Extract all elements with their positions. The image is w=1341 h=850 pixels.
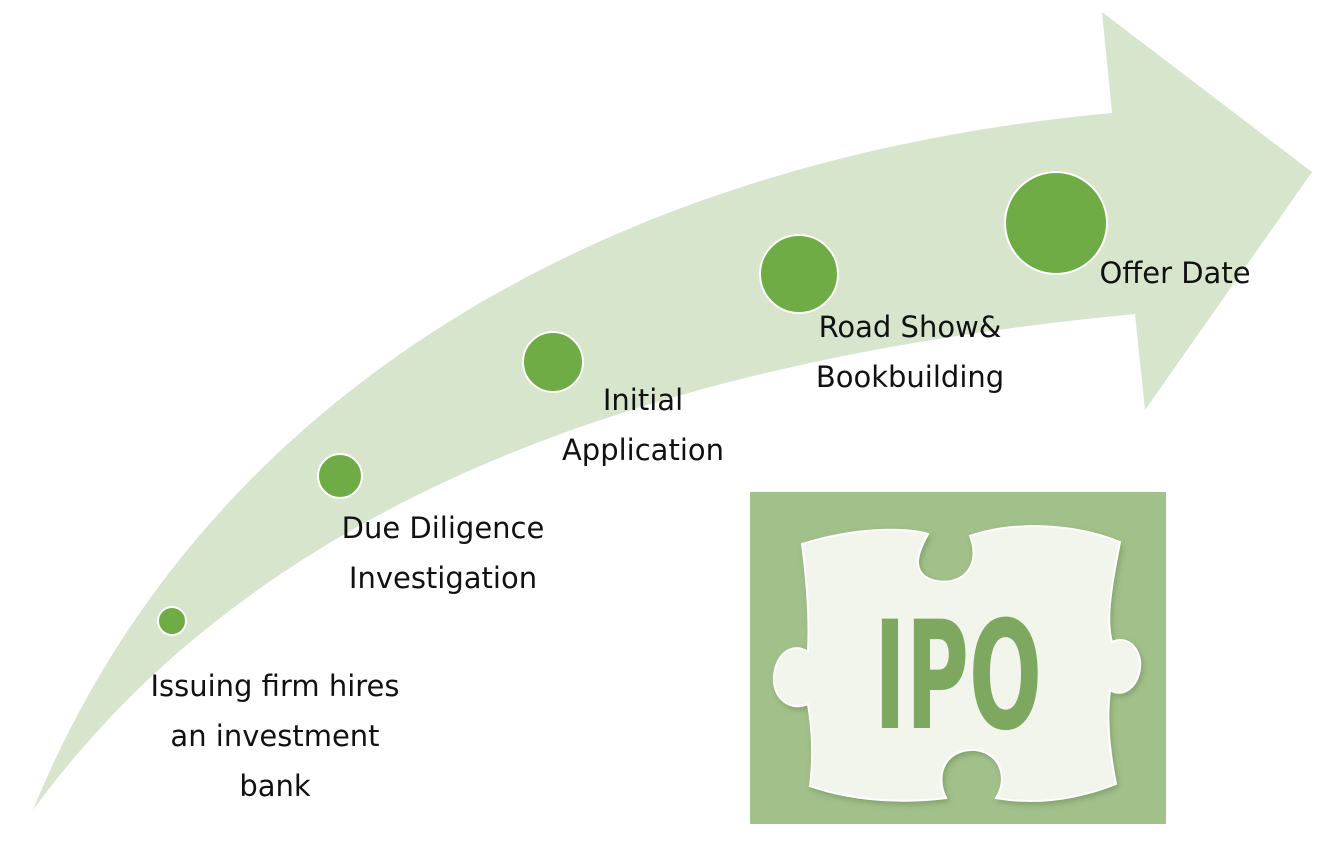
step-label-3-line-2: Application <box>561 433 725 467</box>
step-label-4: Road Show& Bookbuilding <box>790 302 1030 402</box>
ipo-puzzle-logo: IPO <box>750 492 1166 824</box>
step-label-1-line-3: bank <box>239 769 311 803</box>
step-label-3-line-1: Initial <box>602 383 684 417</box>
step-label-5-line-1: Offer Date <box>1099 256 1251 290</box>
step-label-1-line-1: Issuing firm hires <box>150 669 400 703</box>
ipo-logo-text: IPO <box>874 590 1042 764</box>
step-label-4-line-2: Bookbuilding <box>815 360 1005 394</box>
step-dot-3 <box>522 331 584 393</box>
step-label-2: Due Diligence Investigation <box>322 503 564 603</box>
step-label-4-line-1: Road Show& <box>818 310 1002 344</box>
step-dot-2 <box>317 453 363 499</box>
step-label-1: Issuing firm hires an investment bank <box>134 661 416 811</box>
step-label-5: Offer Date <box>1086 248 1264 298</box>
growth-arrow-icon <box>33 12 1312 810</box>
puzzle-piece-icon <box>772 525 1142 803</box>
step-label-2-line-2: Investigation <box>348 561 538 595</box>
step-label-3: Initial Application <box>545 375 741 475</box>
step-dot-4 <box>759 234 839 314</box>
step-label-2-line-1: Due Diligence <box>341 511 545 545</box>
step-dot-5 <box>1004 171 1108 275</box>
step-label-1-line-2: an investment <box>170 719 380 753</box>
step-dot-1 <box>157 606 187 636</box>
